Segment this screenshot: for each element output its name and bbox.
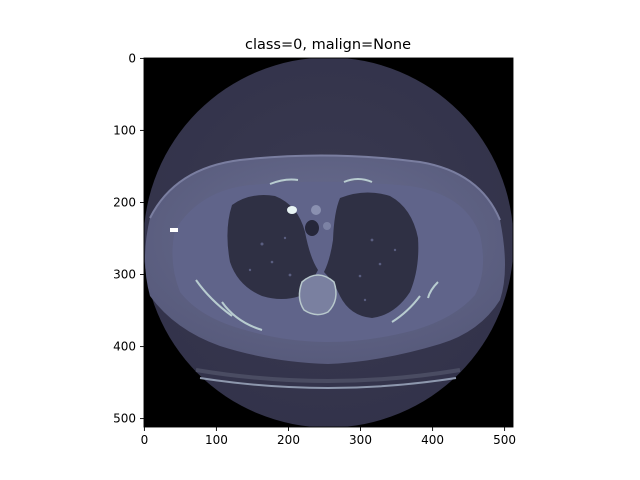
lung-vessels bbox=[248, 236, 397, 302]
y-axis: 0 100 200 300 400 500 bbox=[113, 52, 144, 426]
x-tick-label: 300 bbox=[349, 433, 372, 447]
right-lung bbox=[227, 195, 318, 299]
y-tick-label: 100 bbox=[113, 124, 136, 138]
ct-image bbox=[144, 58, 513, 427]
plot-title: class=0, malign=None bbox=[245, 37, 411, 53]
skin-edge bbox=[149, 154, 501, 221]
ribs bbox=[195, 178, 439, 331]
scanner-table bbox=[195, 368, 461, 383]
x-tick-label: 500 bbox=[493, 433, 516, 447]
y-tick-label: 200 bbox=[113, 196, 136, 210]
vertebra bbox=[298, 274, 337, 316]
y-tick-label: 0 bbox=[128, 52, 136, 66]
vessel bbox=[323, 222, 331, 230]
muscle-layer bbox=[172, 181, 484, 342]
y-tick-label: 400 bbox=[113, 340, 136, 354]
trachea bbox=[305, 220, 319, 236]
x-tick-label: 0 bbox=[141, 433, 149, 447]
bright-artifact bbox=[170, 228, 178, 232]
image-frame bbox=[143, 57, 514, 428]
x-tick-label: 400 bbox=[421, 433, 444, 447]
x-tick-label: 200 bbox=[277, 433, 300, 447]
x-tick-label: 100 bbox=[205, 433, 228, 447]
scanner-table-rail bbox=[199, 377, 457, 389]
y-tick-label: 500 bbox=[113, 412, 136, 426]
vessel bbox=[311, 205, 321, 215]
x-axis: 0 100 200 300 400 500 bbox=[141, 427, 516, 447]
y-tick-label: 300 bbox=[113, 268, 136, 282]
left-lung bbox=[324, 192, 419, 318]
sternum bbox=[287, 206, 297, 214]
